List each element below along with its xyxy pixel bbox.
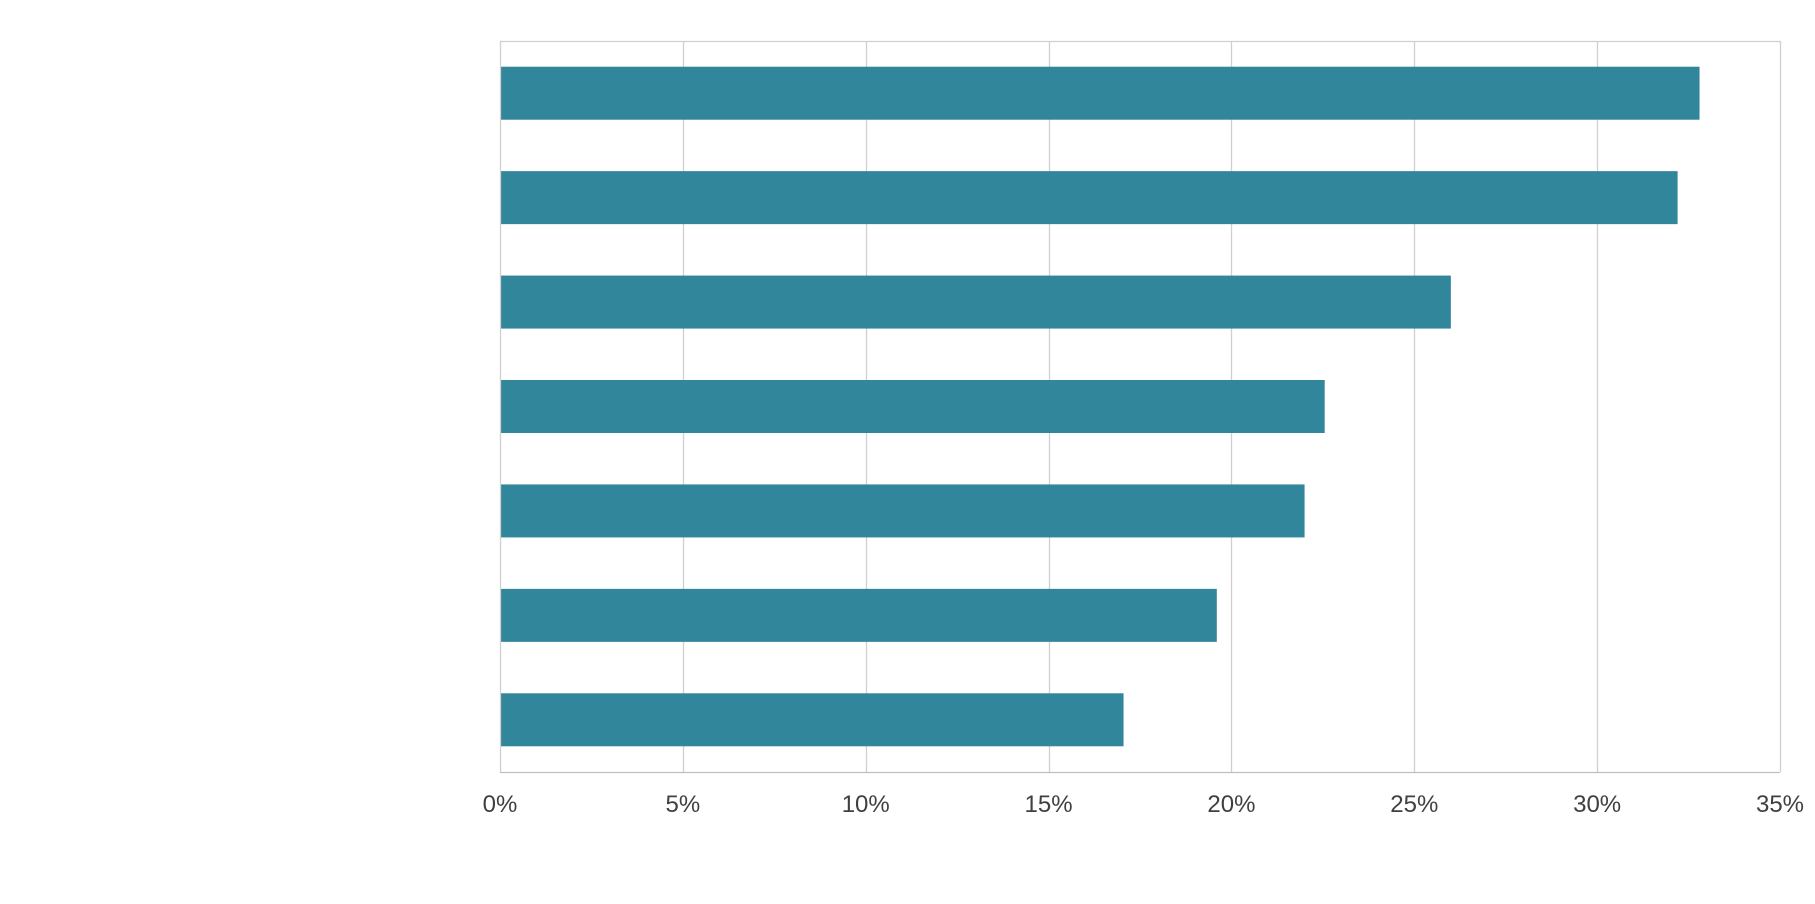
bar <box>501 66 1700 120</box>
x-tick-label: 0% <box>483 791 518 818</box>
bar <box>501 693 1124 747</box>
bar <box>501 484 1305 538</box>
x-tick-labels: 0% 5% 10% 15% 20% 25% 30% 35% <box>483 791 1804 818</box>
x-tick-label: 25% <box>1390 791 1438 818</box>
bar <box>501 275 1451 329</box>
x-tick-label: 5% <box>666 791 701 818</box>
bar <box>501 171 1678 225</box>
x-tick-label: 15% <box>1025 791 1073 818</box>
x-tick-label: 35% <box>1756 791 1804 818</box>
bar <box>501 380 1325 433</box>
x-tick-label: 30% <box>1573 791 1621 818</box>
axes <box>499 40 1780 774</box>
bar <box>501 588 1217 642</box>
x-tick-label: 20% <box>1207 791 1255 818</box>
x-tick-label: 10% <box>842 791 890 818</box>
bars <box>501 66 1700 747</box>
